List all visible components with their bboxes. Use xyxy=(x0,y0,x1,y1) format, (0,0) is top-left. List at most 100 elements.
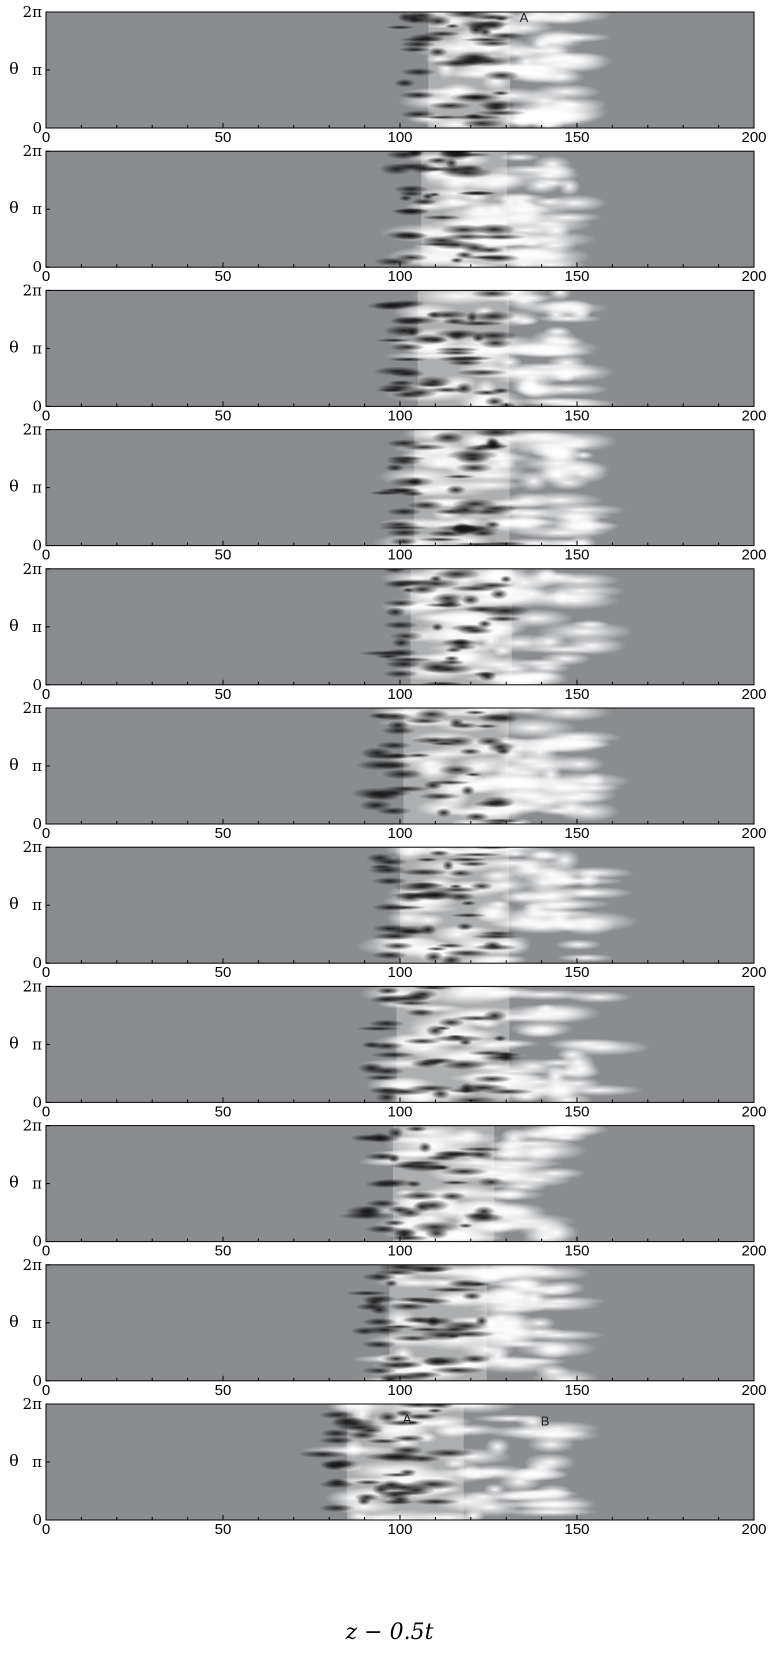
light-streak xyxy=(542,1132,589,1143)
dark-streak xyxy=(474,736,505,747)
panel-6: 0 50 100 150 200 0 π 2π θ xyxy=(9,699,766,842)
dark-streak xyxy=(406,1420,420,1425)
y-tick-label: 0 xyxy=(32,119,42,137)
front-streak xyxy=(389,390,426,399)
dark-streak xyxy=(460,191,496,196)
dark-streak xyxy=(446,1088,485,1094)
front-streak xyxy=(364,1199,401,1208)
dark-streak xyxy=(432,568,481,580)
dark-streak xyxy=(424,1227,450,1240)
dark-streak xyxy=(418,1356,470,1367)
y-tick-label: 0 xyxy=(32,1511,42,1529)
x-tick-label: 200 xyxy=(741,1243,766,1260)
panel-9: 0 50 100 150 200 0 π 2π θ xyxy=(9,1117,766,1260)
x-tick-label: 200 xyxy=(741,964,766,981)
dark-streak xyxy=(406,1297,453,1305)
dark-streak xyxy=(470,290,516,299)
y-tick-label: 0 xyxy=(32,397,42,415)
light-streak xyxy=(509,246,591,268)
dark-streak xyxy=(425,386,469,393)
dark-streak xyxy=(405,1180,423,1188)
dark-streak xyxy=(398,195,413,202)
dark-streak xyxy=(398,46,432,53)
light-streak xyxy=(346,1511,372,1520)
light-streak xyxy=(503,492,552,510)
x-tick-label: 200 xyxy=(741,1103,766,1120)
dark-streak xyxy=(437,764,477,775)
dark-streak xyxy=(382,1219,407,1226)
x-tick-label: 100 xyxy=(387,1103,412,1120)
dark-streak xyxy=(413,381,449,388)
dark-streak xyxy=(489,588,509,600)
light-streak xyxy=(493,664,533,674)
x-tick-label: 0 xyxy=(42,1243,50,1260)
front-streak xyxy=(393,207,430,216)
dark-streak xyxy=(431,431,465,444)
y-tick-label: 2π xyxy=(23,421,43,439)
dark-streak xyxy=(455,369,509,377)
dark-streak xyxy=(439,1167,489,1176)
light-streak xyxy=(497,153,541,162)
dark-streak xyxy=(482,70,521,81)
dark-streak xyxy=(375,1091,399,1103)
front-streak xyxy=(368,995,405,1004)
dark-streak xyxy=(381,942,415,950)
front-streak xyxy=(361,1295,398,1304)
dark-streak xyxy=(485,32,526,40)
front-streak xyxy=(393,253,430,262)
light-streak xyxy=(537,572,621,589)
dark-streak xyxy=(422,1448,476,1458)
dark-streak xyxy=(377,525,429,530)
light-streak xyxy=(559,462,610,484)
field-pattern xyxy=(338,1125,610,1242)
light-streak xyxy=(412,913,446,928)
dark-streak xyxy=(477,1177,506,1187)
x-tick-label: 50 xyxy=(215,268,232,285)
dark-streak xyxy=(320,1429,352,1438)
dark-streak xyxy=(451,852,503,857)
dark-streak xyxy=(472,109,527,116)
x-tick-label: 100 xyxy=(387,686,412,703)
dark-streak xyxy=(448,585,504,592)
dark-streak xyxy=(381,769,424,780)
y-axis-label: θ xyxy=(9,198,19,217)
dark-streak xyxy=(435,808,453,818)
dark-streak xyxy=(410,1266,449,1273)
x-tick-label: 100 xyxy=(387,1382,412,1399)
y-tick-label: π xyxy=(32,618,42,636)
dark-streak xyxy=(461,1292,483,1301)
light-streak xyxy=(550,886,634,900)
light-streak xyxy=(556,953,614,962)
light-streak xyxy=(431,198,487,208)
y-axis-label: θ xyxy=(9,1173,19,1192)
dark-streak xyxy=(370,1051,417,1059)
dark-streak xyxy=(345,1290,389,1296)
x-tick-label: 150 xyxy=(564,1521,589,1538)
dark-streak xyxy=(378,1451,420,1463)
dark-streak xyxy=(456,861,490,867)
dark-streak xyxy=(382,568,407,574)
light-streak xyxy=(524,1460,559,1475)
dark-streak xyxy=(369,1305,389,1315)
x-tick-label: 50 xyxy=(215,1521,232,1538)
light-streak xyxy=(492,645,513,657)
x-tick-label: 0 xyxy=(42,268,50,285)
y-tick-label: 0 xyxy=(32,1372,42,1390)
front-streak xyxy=(375,761,412,770)
y-tick-label: 2π xyxy=(23,1256,43,1274)
field-pattern xyxy=(351,708,631,824)
x-tick-label: 0 xyxy=(42,825,50,842)
light-streak xyxy=(497,1275,551,1293)
front-streak xyxy=(368,1067,405,1076)
y-tick-label: π xyxy=(32,757,42,775)
light-streak xyxy=(539,51,614,71)
x-tick-label: 0 xyxy=(42,964,50,981)
dark-streak xyxy=(460,785,476,796)
dark-streak xyxy=(375,987,401,995)
field-pattern xyxy=(355,986,652,1103)
dark-streak xyxy=(411,198,438,206)
light-streak xyxy=(495,1141,531,1164)
light-streak xyxy=(470,954,530,964)
panel-2: 0 50 100 150 200 0 π 2π θ xyxy=(9,142,766,285)
dark-streak xyxy=(358,1205,381,1218)
